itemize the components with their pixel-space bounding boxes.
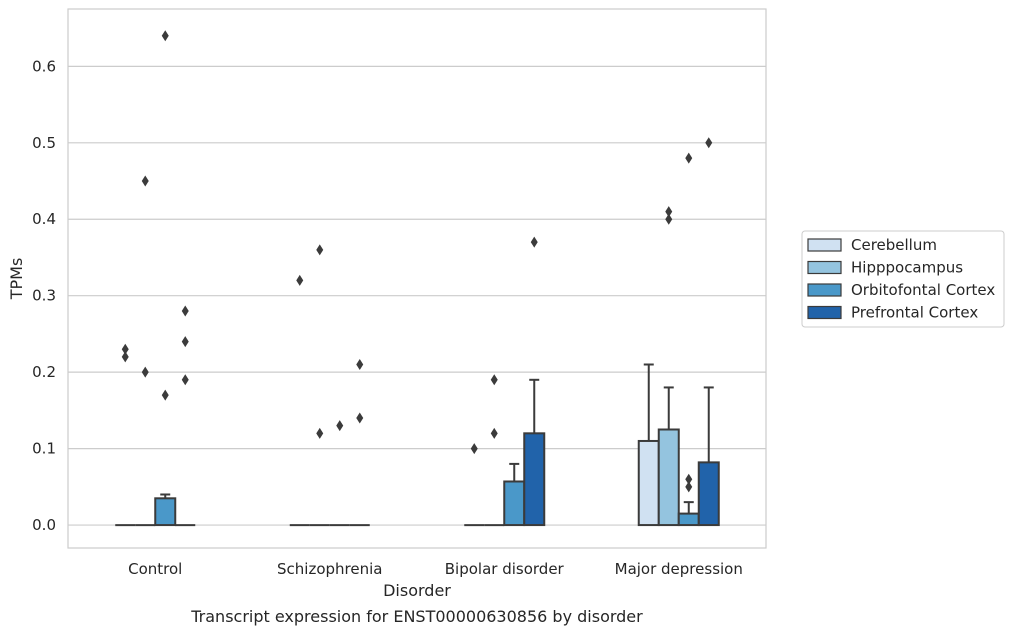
outlier-point (705, 137, 713, 149)
outlier-point (161, 389, 169, 401)
y-tick-label: 0.0 (32, 516, 56, 534)
bar (523, 432, 546, 527)
outlier-point (161, 30, 169, 42)
outlier-point (490, 374, 498, 386)
outlier-point (490, 427, 498, 439)
legend-label: Cerebellum (851, 236, 937, 254)
outlier-point (316, 427, 324, 439)
x-axis-label: Disorder (383, 581, 451, 600)
legend-label: Hipppocampus (851, 259, 963, 277)
outlier-point (665, 213, 673, 225)
outlier-point (316, 244, 324, 256)
plot-frame (67, 8, 767, 549)
bar (637, 439, 660, 527)
outlier-point (356, 412, 364, 424)
y-tick-label: 0.5 (32, 134, 56, 152)
x-tick-label: Schizophrenia (277, 560, 382, 578)
legend-box (801, 230, 1005, 328)
x-tick-label: Bipolar disorder (445, 560, 565, 578)
y-tick-label: 0.2 (32, 363, 56, 381)
y-tick-label: 0.4 (32, 210, 56, 228)
outlier-point (181, 336, 189, 348)
outlier-point (141, 366, 149, 378)
x-tick-label: Control (128, 560, 182, 578)
x-tick-label: Major depression (615, 560, 743, 578)
outlier-point (685, 473, 693, 485)
outlier-point (121, 343, 129, 355)
outlier-point (685, 481, 693, 493)
outlier-point (336, 420, 344, 432)
legend-label: Prefrontal Cortex (851, 304, 978, 322)
y-axis-label: TPMs (7, 258, 26, 301)
y-tick-label: 0.3 (32, 287, 56, 305)
outlier-point (685, 152, 693, 164)
outlier-point (530, 236, 538, 248)
bar (154, 497, 177, 527)
y-tick-labels: 0.0 0.1 0.2 0.3 0.4 0.5 0.6 (32, 57, 56, 534)
legend-swatch (807, 305, 842, 320)
outlier-point (665, 206, 673, 218)
bar (677, 512, 700, 527)
x-tick-labels: Control Schizophrenia Bipolar disorder Majo… (128, 560, 743, 578)
outlier-points (121, 30, 713, 493)
outlier-point (356, 359, 364, 371)
outlier-point (181, 374, 189, 386)
bar (657, 428, 680, 527)
bar (503, 480, 526, 527)
y-tick-label: 0.6 (32, 57, 56, 75)
bar (697, 461, 720, 527)
outlier-point (181, 305, 189, 317)
grid-lines (68, 65, 766, 526)
outlier-point (470, 443, 478, 455)
legend-swatch (807, 283, 842, 297)
bars (115, 428, 720, 527)
outlier-point (141, 175, 149, 187)
outlier-point (296, 274, 304, 286)
legend-swatch (807, 238, 842, 252)
outlier-point (121, 351, 129, 363)
legend-swatch (807, 260, 842, 275)
legend-label: Orbitofontal Cortex (851, 281, 995, 299)
y-tick-label: 0.1 (32, 440, 56, 458)
legend: Cerebellum Hipppocampus Orbitofontal Corte… (801, 230, 1005, 328)
error-bars (160, 363, 714, 514)
chart-caption: Transcript expression for ENST0000063085… (190, 607, 643, 626)
